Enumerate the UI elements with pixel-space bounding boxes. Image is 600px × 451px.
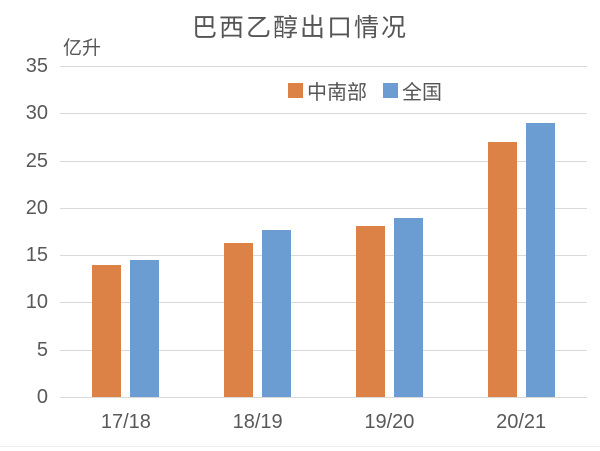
gridline bbox=[60, 255, 587, 257]
bar-全国-17-18 bbox=[130, 259, 160, 397]
y-tick-label: 10 bbox=[25, 291, 48, 314]
y-tick-label: 15 bbox=[25, 244, 48, 267]
legend-swatch-icon bbox=[288, 83, 303, 98]
legend-label: 全国 bbox=[402, 80, 442, 104]
y-axis-unit-label: 亿升 bbox=[63, 37, 102, 59]
gridline bbox=[60, 207, 587, 209]
gridline bbox=[60, 160, 587, 162]
bar-全国-18-19 bbox=[262, 229, 292, 397]
bar-group-18-19 bbox=[224, 66, 292, 397]
legend: 中南部 全国 bbox=[288, 76, 442, 105]
x-tick-label: 20/21 bbox=[496, 411, 547, 433]
gridline bbox=[60, 66, 587, 67]
bar-中南部-20-21 bbox=[487, 141, 517, 397]
x-tick-label: 18/19 bbox=[232, 411, 283, 433]
x-axis: 17/18 18/19 19/20 20/21 bbox=[60, 411, 587, 434]
bottom-divider bbox=[0, 446, 600, 447]
bar-中南部-19-20 bbox=[355, 225, 385, 397]
x-tick-label: 19/20 bbox=[364, 411, 415, 433]
chart-title: 巴西乙醇出口情况 bbox=[191, 13, 408, 42]
y-tick-label: 30 bbox=[25, 102, 48, 125]
legend-item-中南部: 中南部 bbox=[288, 76, 367, 105]
y-tick-label: 20 bbox=[25, 196, 48, 219]
legend-item-全国: 全国 bbox=[383, 76, 442, 105]
y-tick-label: 25 bbox=[25, 149, 48, 172]
bar-中南部-17-18 bbox=[92, 264, 122, 397]
y-tick-label: 35 bbox=[25, 55, 48, 77]
y-tick-label: 0 bbox=[36, 386, 48, 408]
gridline bbox=[60, 349, 587, 351]
gridline bbox=[60, 397, 587, 398]
plot-area bbox=[60, 66, 587, 398]
y-tick-label: 5 bbox=[36, 338, 48, 361]
gridline bbox=[60, 113, 587, 115]
bar-group-17-18 bbox=[92, 66, 160, 397]
y-axis-ticks: 0 5 10 15 20 25 30 35 bbox=[0, 55, 48, 408]
bar-group-19-20 bbox=[355, 66, 423, 397]
bar-group-20-21 bbox=[487, 66, 555, 397]
bar-全国-20-21 bbox=[525, 122, 555, 397]
bars-layer bbox=[60, 66, 587, 397]
gridline bbox=[60, 302, 587, 304]
x-tick-label: 17/18 bbox=[100, 411, 151, 433]
bar-中南部-18-19 bbox=[224, 242, 254, 397]
legend-swatch-icon bbox=[383, 83, 398, 98]
legend-label: 中南部 bbox=[307, 80, 367, 104]
bar-全国-19-20 bbox=[393, 218, 423, 397]
